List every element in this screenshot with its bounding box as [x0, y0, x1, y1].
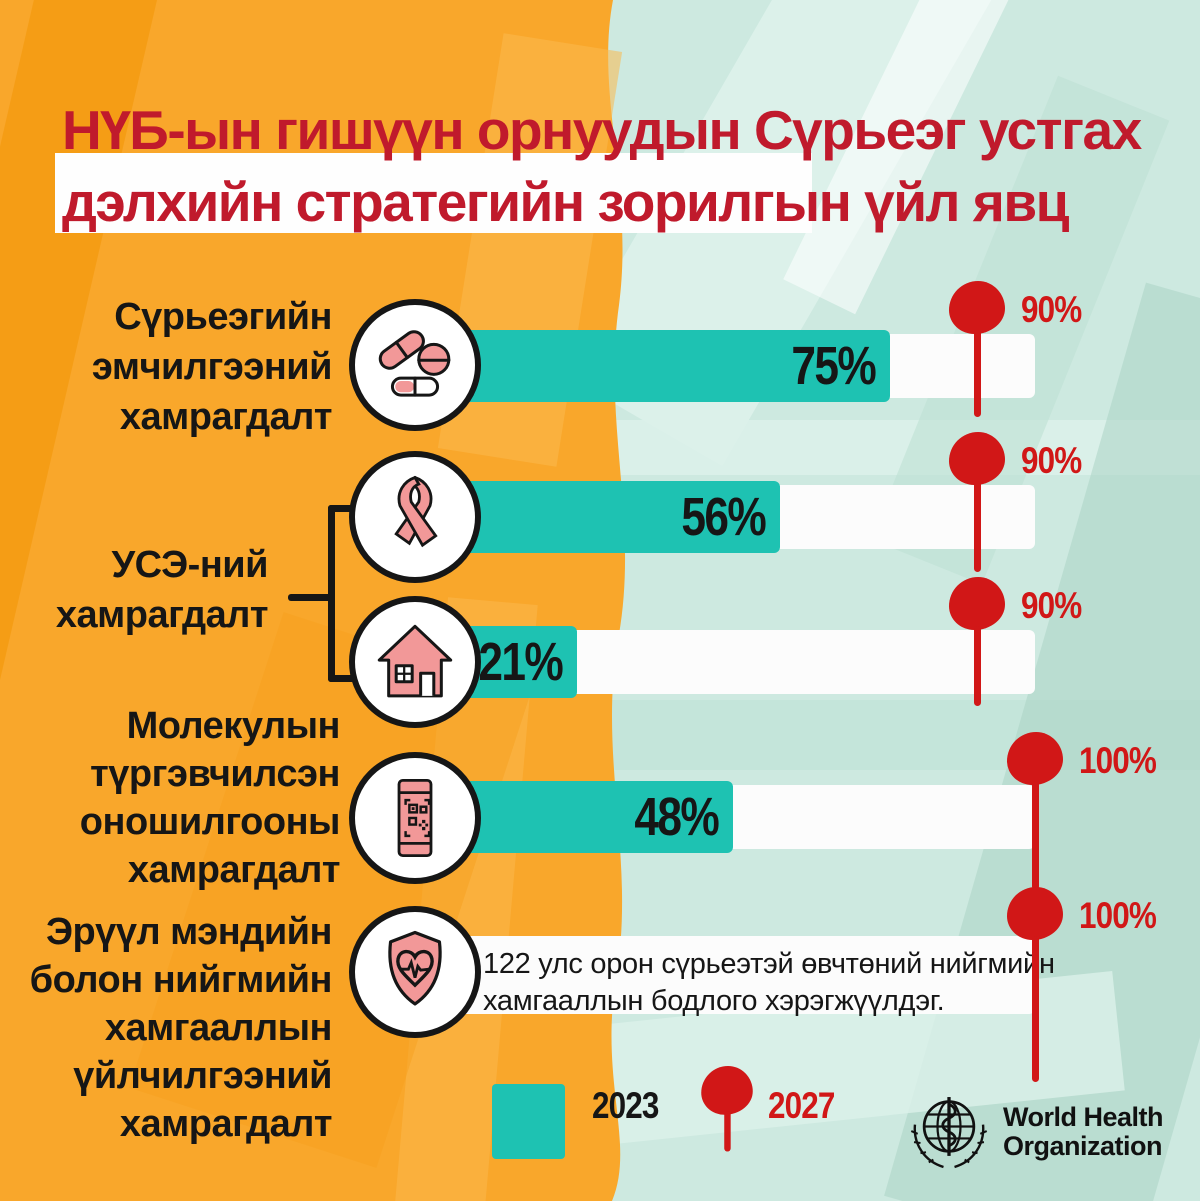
target-value-label: 90% [1021, 585, 1082, 626]
legend-2023-label: 2023 [592, 1085, 659, 1126]
pin-drip [723, 1111, 731, 1152]
bar-value-label: 48% [634, 787, 719, 847]
group-bracket-label-tick [288, 594, 334, 601]
target-value-label: 100% [1079, 895, 1157, 936]
house-icon [349, 596, 481, 728]
bar-value-label: 56% [681, 487, 766, 547]
who-logo-text: World Health Organization [1003, 1102, 1164, 1161]
target-pin-2027 [1007, 887, 1063, 1082]
page-title-line2: дэлхийн стратегийн зорилгын үйл явц [62, 171, 1069, 233]
title-highlight-box [55, 153, 812, 233]
pills-icon [349, 299, 481, 431]
pin-drip [1031, 936, 1039, 1082]
group-bracket-top-tick [328, 505, 355, 512]
bar-row-tpt-ribbon: 56% 90% [0, 432, 1200, 572]
page-title-line1: НҮБ-ын гишүүн орнуудын Сүрьеэг устгах [62, 99, 1142, 161]
bar-fill-2023: 56% [455, 481, 780, 553]
pin-drip [973, 626, 981, 706]
pin-ball [949, 577, 1005, 630]
target-pin-2027 [949, 281, 1005, 417]
pin-ball [1007, 732, 1063, 785]
pin-ball [949, 432, 1005, 485]
bar-row-tpt-household: 21% 90% [0, 577, 1200, 706]
note-track [455, 936, 1035, 1014]
pin-drip [973, 330, 981, 417]
row-label-molecular-diagnostics: Молекулын түргэвчилсэн оношилгооны хамра… [79, 705, 341, 891]
shield-heart-icon [349, 906, 481, 1038]
row-label-health-social-protection: Эрүүл мэндийн болон нийгмийн хамгааллын … [29, 911, 333, 1145]
target-value-label: 90% [1021, 440, 1082, 481]
qr-test-kit-icon [349, 752, 481, 884]
legend-2027-pin [701, 1066, 753, 1152]
target-value-label: 90% [1021, 289, 1082, 330]
bar-value-label: 21% [478, 632, 563, 692]
target-pin-2027 [1007, 732, 1063, 890]
target-value-label: 100% [1079, 740, 1157, 781]
target-pin-2027 [949, 577, 1005, 706]
pin-ball [949, 281, 1005, 334]
legend-2023-swatch [492, 1084, 565, 1159]
bar-value-label: 75% [791, 336, 876, 396]
row-label-tpt-coverage: УСЭ-ний хамрагдалт [55, 544, 269, 636]
who-logo-icon [910, 1097, 988, 1169]
group-bracket-bottom-tick [328, 675, 359, 682]
group-bracket [328, 505, 335, 682]
target-pin-2027 [949, 432, 1005, 572]
bar-fill-2023: 48% [455, 781, 733, 853]
bar-fill-2023: 75% [455, 330, 890, 402]
pin-ball [1007, 887, 1063, 940]
bar-row-treatment: 75% 90% [0, 281, 1200, 417]
bar-row-molecular-diagnostics: 48% 100% [0, 732, 1200, 890]
row-label-treatment-coverage: Сүрьеэгийн эмчилгээний хамрагдалт [91, 296, 333, 438]
note-text: 122 улс орон сүрьеэтэй өвчтөний нийгмийн… [483, 948, 1055, 1017]
pin-ball [701, 1066, 753, 1115]
legend-2027-label: 2027 [768, 1085, 835, 1126]
pin-drip [1031, 781, 1039, 890]
pin-drip [973, 481, 981, 572]
awareness-ribbon-icon [349, 451, 481, 583]
bar-row-social-protection-note: 122 улс орон сүрьеэтэй өвчтөний нийгмийн… [0, 887, 1200, 1082]
